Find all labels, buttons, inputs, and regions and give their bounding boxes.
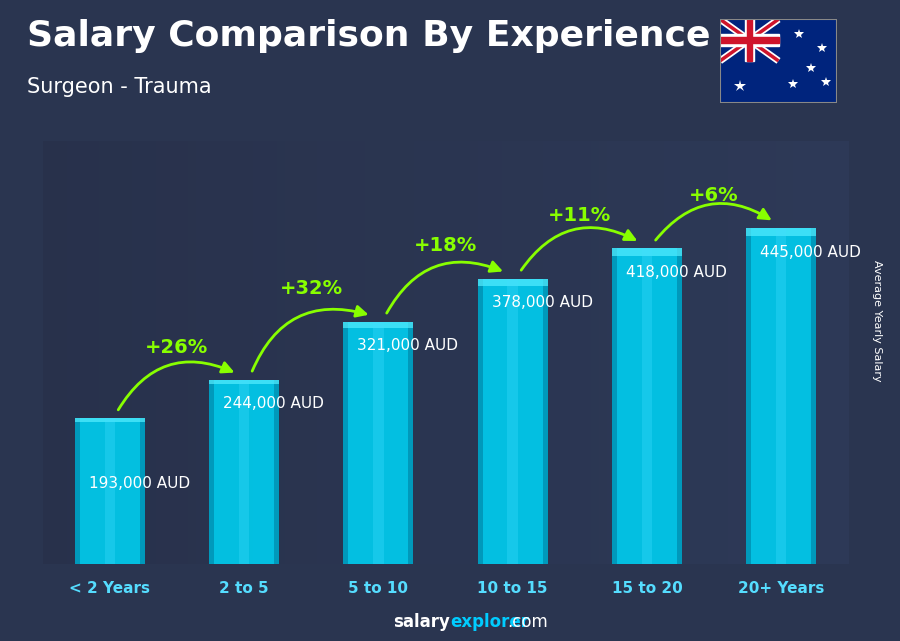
Bar bbox=[642, 248, 652, 564]
Bar bbox=[677, 248, 682, 564]
Text: +6%: +6% bbox=[689, 186, 739, 204]
Bar bbox=[75, 419, 80, 564]
Bar bbox=[238, 379, 249, 564]
Bar bbox=[75, 419, 145, 422]
Text: salary: salary bbox=[393, 613, 450, 631]
Bar bbox=[409, 322, 413, 564]
Text: +26%: +26% bbox=[146, 338, 209, 356]
Bar bbox=[744, 19, 754, 61]
Bar bbox=[746, 228, 816, 237]
Bar bbox=[746, 228, 751, 564]
Bar bbox=[747, 19, 752, 61]
Text: Salary Comparison By Experience: Salary Comparison By Experience bbox=[27, 19, 710, 53]
Bar bbox=[104, 419, 115, 564]
Bar bbox=[720, 34, 778, 46]
FancyBboxPatch shape bbox=[612, 248, 682, 564]
FancyBboxPatch shape bbox=[344, 322, 413, 564]
Text: 193,000 AUD: 193,000 AUD bbox=[89, 476, 190, 492]
FancyBboxPatch shape bbox=[209, 379, 279, 564]
Text: 418,000 AUD: 418,000 AUD bbox=[626, 265, 727, 280]
Bar bbox=[140, 419, 145, 564]
Text: Surgeon - Trauma: Surgeon - Trauma bbox=[27, 77, 212, 97]
Text: +18%: +18% bbox=[414, 237, 477, 255]
Bar bbox=[374, 322, 383, 564]
Bar bbox=[720, 37, 778, 42]
Bar bbox=[478, 278, 482, 564]
FancyBboxPatch shape bbox=[746, 228, 816, 564]
Bar bbox=[209, 379, 279, 385]
Text: 378,000 AUD: 378,000 AUD bbox=[491, 295, 593, 310]
FancyBboxPatch shape bbox=[75, 419, 145, 564]
Bar bbox=[344, 322, 413, 328]
Bar bbox=[612, 248, 682, 256]
FancyBboxPatch shape bbox=[478, 278, 547, 564]
Bar bbox=[478, 278, 547, 286]
Text: +11%: +11% bbox=[548, 206, 611, 225]
Text: .com: .com bbox=[508, 613, 548, 631]
Bar bbox=[811, 228, 816, 564]
Bar bbox=[612, 248, 616, 564]
Text: +32%: +32% bbox=[280, 279, 343, 298]
Text: explorer: explorer bbox=[450, 613, 529, 631]
Text: 244,000 AUD: 244,000 AUD bbox=[223, 396, 324, 412]
Bar bbox=[344, 322, 348, 564]
Bar bbox=[508, 278, 518, 564]
Bar bbox=[776, 228, 787, 564]
Text: Average Yearly Salary: Average Yearly Salary bbox=[872, 260, 883, 381]
Bar bbox=[274, 379, 279, 564]
Bar bbox=[209, 379, 214, 564]
Bar bbox=[543, 278, 547, 564]
Text: 321,000 AUD: 321,000 AUD bbox=[357, 338, 458, 353]
Text: 445,000 AUD: 445,000 AUD bbox=[760, 244, 861, 260]
